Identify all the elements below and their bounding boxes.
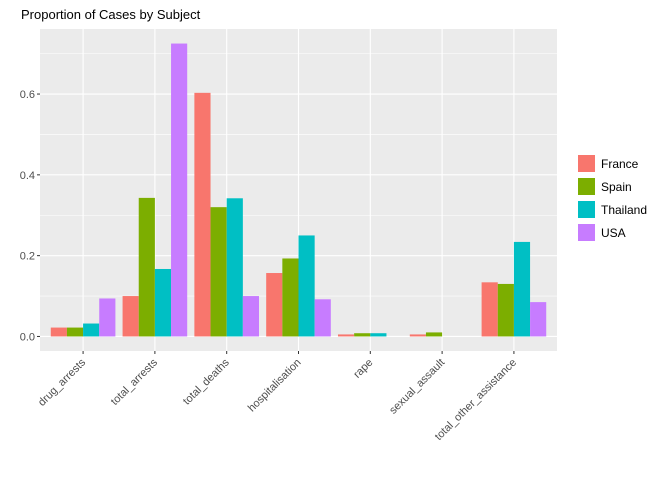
x-axis: drug_arrests total_arrests total_deaths hos…	[36, 351, 519, 443]
x-tick-label: rape	[351, 357, 375, 381]
bar-france-total_other_assistance	[481, 282, 498, 337]
bar-spain-total_other_assistance	[497, 283, 514, 337]
legend-key-spain	[578, 178, 595, 195]
bar-usa-hospitalisation	[314, 299, 331, 337]
bar-usa-total_deaths	[242, 296, 260, 337]
bar-thailand-hospitalisation	[298, 235, 315, 337]
bar-usa-drug_arrests	[99, 298, 116, 337]
y-tick-label: 0.0	[20, 331, 35, 343]
bar-usa-total_arrests	[171, 43, 188, 337]
y-axis: 0.0 0.2 0.4 0.6	[20, 89, 40, 343]
bar-thailand-total_other_assistance	[513, 241, 531, 337]
bar-france-drug_arrests	[50, 327, 67, 337]
legend-label-france: France	[601, 157, 639, 171]
x-tick-label: drug_arrests	[36, 356, 89, 409]
bar-thailand-drug_arrests	[83, 323, 100, 337]
bar-thailand-total_arrests	[154, 268, 172, 337]
bar-spain-sexual_assault	[425, 332, 443, 337]
y-tick-label: 0.4	[20, 170, 35, 182]
x-tick-label: total_deaths	[181, 356, 232, 407]
x-tick-label: total_other_assistance	[433, 357, 519, 443]
y-tick-label: 0.6	[20, 89, 35, 101]
legend-key-france	[578, 155, 595, 172]
legend-key-thailand	[578, 201, 595, 218]
legend-label-usa: USA	[601, 226, 626, 240]
x-tick-label: hospitalisation	[246, 357, 304, 415]
legend-label-spain: Spain	[601, 180, 632, 194]
chart-title: Proportion of Cases by Subject	[21, 7, 201, 22]
bar-france-total_deaths	[194, 92, 211, 337]
y-tick-label: 0.2	[20, 251, 35, 263]
bar-spain-total_arrests	[138, 197, 155, 337]
bar-thailand-rape	[370, 333, 387, 337]
bar-france-rape	[337, 334, 355, 337]
bar-spain-total_deaths	[210, 207, 227, 337]
bar-thailand-total_deaths	[226, 198, 243, 337]
legend-label-thailand: Thailand	[601, 203, 647, 217]
bar-france-hospitalisation	[266, 273, 283, 337]
bars	[50, 43, 547, 337]
x-tick-label: total_arrests	[109, 356, 161, 408]
bar-usa-total_other_assistance	[530, 302, 547, 337]
x-tick-label: sexual_assault	[387, 357, 447, 417]
bar-france-sexual_assault	[409, 334, 426, 337]
bar-france-total_arrests	[122, 296, 139, 337]
bar-spain-drug_arrests	[66, 327, 84, 337]
legend-key-usa	[578, 224, 595, 241]
legend: France Spain Thailand USA	[578, 155, 647, 241]
bar-spain-hospitalisation	[282, 258, 299, 337]
bar-spain-rape	[354, 333, 371, 337]
